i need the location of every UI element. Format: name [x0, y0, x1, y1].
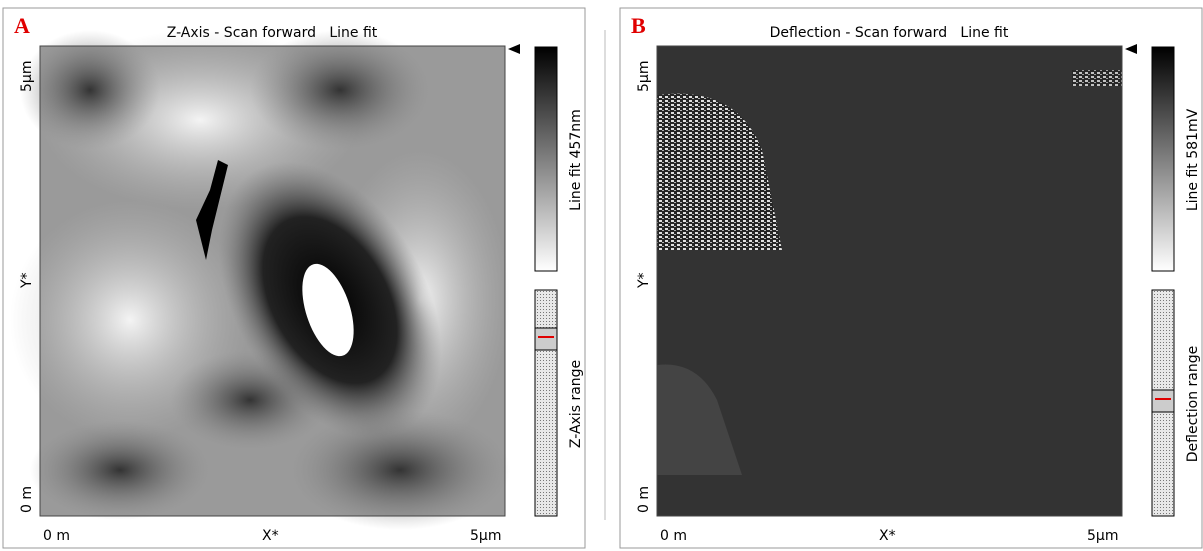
screenshot: AZ-Axis - Scan forward Line fit5µmY*0 m0…: [0, 0, 1203, 551]
scan-image: [657, 46, 1122, 516]
colorbar-label: Line fit 581mV: [1185, 108, 1201, 211]
x-axis-label: X*: [262, 528, 279, 544]
colorbar: [535, 47, 557, 271]
y-axis-top: 5µm: [636, 61, 652, 92]
dark-region: [250, 30, 430, 150]
range-indicator: [535, 328, 557, 350]
colorbar: [1152, 47, 1174, 271]
x-axis-label: X*: [879, 528, 896, 544]
range-label: Z-Axis range: [568, 360, 584, 448]
y-axis-label: Y*: [636, 272, 652, 289]
y-axis-bottom: 0 m: [19, 486, 35, 513]
range-bar: [535, 290, 557, 516]
range-indicator: [1152, 390, 1174, 412]
x-axis-left: 0 m: [43, 528, 70, 544]
scale-marker: [1125, 44, 1137, 54]
y-axis-top: 5µm: [19, 61, 35, 92]
scale-marker: [508, 44, 520, 54]
noise-strip: [1072, 70, 1122, 86]
x-axis-right: 5µm: [1087, 528, 1118, 544]
y-axis-bottom: 0 m: [636, 486, 652, 513]
scan-image: [10, 30, 510, 530]
panel: B Deflection - Scan forward Line fit 5µm Y*…: [620, 8, 1202, 548]
dark-region: [20, 30, 160, 150]
x-axis-left: 0 m: [660, 528, 687, 544]
panel-letter: A: [14, 13, 30, 38]
range-label: Deflection range: [1185, 346, 1201, 463]
x-axis-right: 5µm: [470, 528, 501, 544]
y-axis-label: Y*: [19, 272, 35, 289]
dark-region: [30, 420, 210, 520]
colorbar-label: Line fit 457nm: [568, 109, 584, 211]
panel-letter: B: [631, 13, 646, 38]
panel-title: Deflection - Scan forward Line fit: [770, 25, 1009, 41]
